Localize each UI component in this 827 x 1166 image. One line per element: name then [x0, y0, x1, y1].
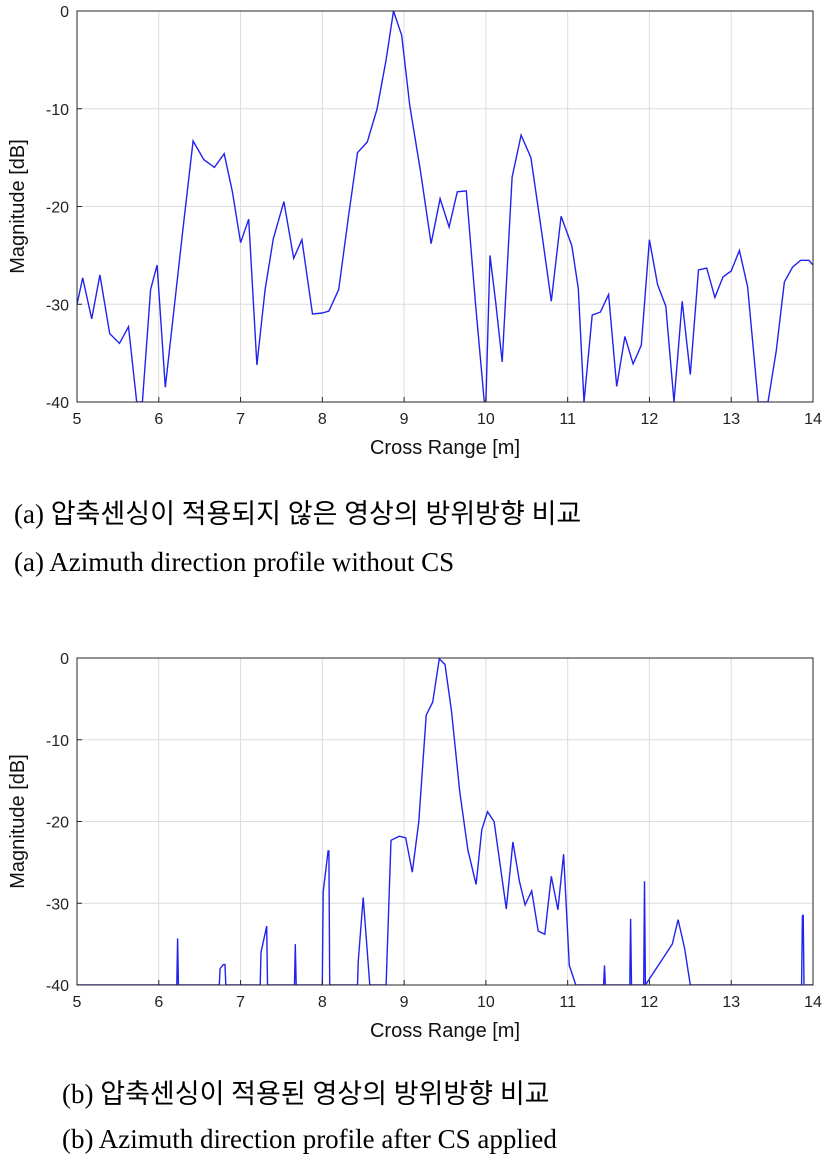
caption-b-korean: (b) 압축센싱이 적용된 영상의 방위방향 비교	[62, 1079, 550, 1109]
x-tick-label: 14	[804, 994, 822, 1011]
x-tick-label: 6	[154, 994, 163, 1011]
y-tick-label: -20	[46, 200, 69, 217]
y-tick-label: 0	[60, 4, 69, 21]
y-tick-label: -30	[46, 297, 69, 314]
y-tick-label: -30	[46, 896, 69, 913]
x-axis-label: Cross Range [m]	[370, 437, 520, 459]
x-tick-label: 7	[236, 994, 245, 1011]
x-tick-label: 5	[73, 411, 82, 428]
x-tick-label: 8	[318, 994, 327, 1011]
y-tick-label: -10	[46, 733, 69, 750]
y-tick-label: -20	[46, 815, 69, 832]
series-line	[77, 658, 813, 985]
x-tick-label: 12	[641, 411, 659, 428]
y-axis-label: Magnitude [dB]	[7, 139, 29, 274]
chart-b: 5 6 7 8 9 10 11 12 13 14 0 -10 -20 -30 -40 Cross Range …	[7, 651, 822, 1042]
x-tick-label: 9	[400, 411, 409, 428]
caption-a-korean: (a) 압축센싱이 적용되지 않은 영상의 방위방향 비교	[14, 499, 582, 529]
x-axis-label: Cross Range [m]	[370, 1020, 520, 1042]
x-tick-label: 9	[400, 994, 409, 1011]
y-tick-label: 0	[60, 651, 69, 668]
x-tick-label: 11	[559, 411, 576, 428]
x-tick-label: 7	[236, 411, 245, 428]
x-tick-label: 14	[804, 411, 822, 428]
caption-a-english: (a) Azimuth direction profile without CS	[14, 547, 455, 577]
y-axis-label: Magnitude [dB]	[7, 754, 29, 889]
x-tick-label: 12	[641, 994, 659, 1011]
x-tick-label: 13	[722, 411, 740, 428]
y-tick-label: -40	[46, 395, 69, 412]
series-line	[77, 11, 813, 402]
x-tick-label: 6	[154, 411, 163, 428]
x-tick-label: 13	[722, 994, 740, 1011]
chart-a: 5 6 7 8 9 10 11 12 13 14 0 -10 -20 -30 -40 Cross Range …	[7, 4, 822, 459]
y-tick-label: -10	[46, 102, 69, 119]
x-tick-label: 5	[73, 994, 82, 1011]
x-tick-label: 10	[477, 411, 495, 428]
x-tick-label: 10	[477, 994, 495, 1011]
x-tick-label: 8	[318, 411, 327, 428]
caption-b-english: (b) Azimuth direction profile after CS a…	[62, 1124, 557, 1154]
x-tick-label: 11	[559, 994, 576, 1011]
y-tick-label: -40	[46, 978, 69, 995]
